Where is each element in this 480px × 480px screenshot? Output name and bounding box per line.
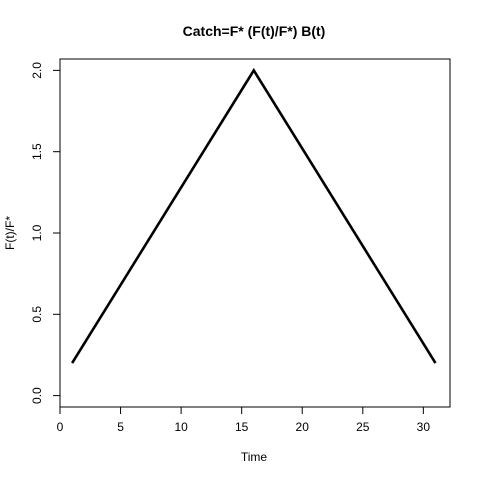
x-tick-label: 0 [57, 420, 64, 434]
series-line [71, 67, 437, 364]
x-axis-label: Time [241, 450, 268, 464]
y-tick-label: 0.0 [30, 387, 44, 404]
plot-area-frame [59, 58, 451, 408]
x-tick-label: 10 [174, 420, 188, 434]
y-axis-label: F(t)/F* [3, 216, 17, 250]
chart-title: Catch=F* (F(t)/F*) B(t) [183, 23, 326, 39]
x-tick-label: 15 [235, 420, 249, 434]
x-axis: 0 5 10 15 20 25 30 [57, 406, 431, 434]
y-axis: 0.0 0.5 1.0 1.5 2.0 [30, 62, 61, 404]
y-tick-label: 1.0 [30, 224, 44, 241]
series-layer [71, 67, 437, 364]
x-tick-label: 20 [296, 420, 310, 434]
x-tick-label: 30 [417, 420, 431, 434]
y-tick-label: 1.5 [30, 143, 44, 160]
x-tick-label: 25 [356, 420, 370, 434]
x-tick-label: 5 [117, 420, 124, 434]
y-tick-label: 2.0 [30, 62, 44, 79]
y-tick-label: 0.5 [30, 306, 44, 323]
